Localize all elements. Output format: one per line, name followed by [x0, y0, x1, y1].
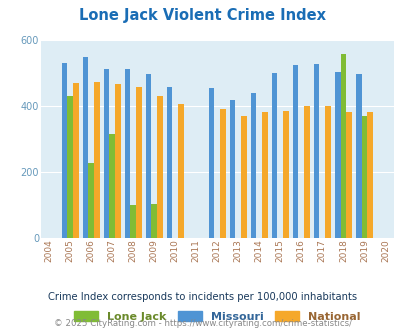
- Bar: [124, 69, 130, 238]
- Bar: [177, 104, 183, 238]
- Bar: [282, 111, 288, 238]
- Bar: [292, 65, 298, 238]
- Bar: [157, 96, 162, 238]
- Bar: [145, 74, 151, 238]
- Bar: [166, 87, 172, 238]
- Bar: [334, 72, 340, 238]
- Bar: [345, 112, 351, 238]
- Bar: [208, 88, 214, 238]
- Bar: [250, 93, 256, 238]
- Bar: [340, 54, 345, 238]
- Legend: Lone Jack, Missouri, National: Lone Jack, Missouri, National: [69, 307, 364, 326]
- Bar: [324, 106, 330, 238]
- Bar: [82, 57, 88, 238]
- Bar: [88, 163, 94, 238]
- Bar: [136, 87, 141, 238]
- Bar: [303, 106, 309, 238]
- Text: Lone Jack Violent Crime Index: Lone Jack Violent Crime Index: [79, 8, 326, 23]
- Bar: [109, 134, 115, 238]
- Bar: [220, 109, 225, 238]
- Bar: [103, 69, 109, 238]
- Bar: [355, 74, 361, 238]
- Bar: [262, 112, 267, 238]
- Bar: [241, 116, 246, 238]
- Bar: [72, 83, 78, 238]
- Text: Crime Index corresponds to incidents per 100,000 inhabitants: Crime Index corresponds to incidents per…: [48, 292, 357, 302]
- Bar: [229, 100, 235, 238]
- Text: © 2025 CityRating.com - https://www.cityrating.com/crime-statistics/: © 2025 CityRating.com - https://www.city…: [54, 319, 351, 328]
- Bar: [313, 64, 319, 238]
- Bar: [94, 82, 99, 238]
- Bar: [62, 63, 67, 238]
- Bar: [271, 73, 277, 238]
- Bar: [115, 84, 120, 238]
- Bar: [366, 112, 372, 238]
- Bar: [67, 96, 72, 238]
- Bar: [361, 115, 366, 238]
- Bar: [151, 204, 157, 238]
- Bar: [130, 205, 136, 238]
